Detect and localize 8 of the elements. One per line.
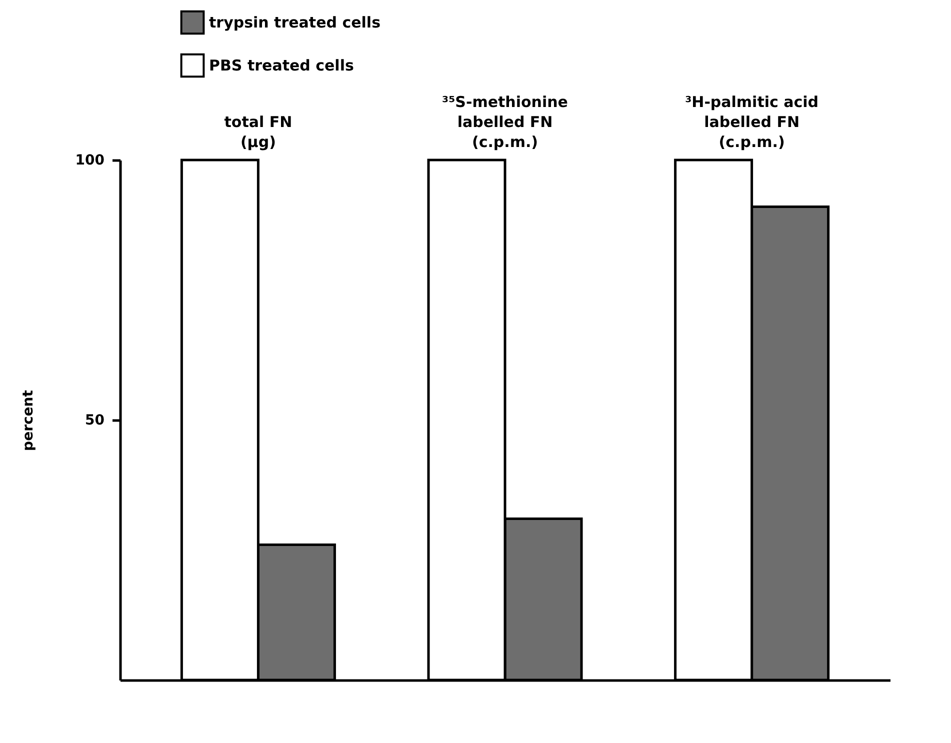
- category-label: total FN (µg): [224, 113, 292, 151]
- y-tick-label: 50: [85, 412, 105, 428]
- category-label: ³⁵S-methionine labelled FN (c.p.m.): [442, 93, 568, 151]
- y-axis-title: percent: [20, 390, 36, 451]
- y-tick-label: 100: [75, 152, 105, 168]
- category-label: ³H-palmitic acid labelled FN (c.p.m.): [685, 93, 819, 151]
- legend-label: trypsin treated cells: [209, 14, 381, 32]
- legend-label: PBS treated cells: [209, 56, 354, 74]
